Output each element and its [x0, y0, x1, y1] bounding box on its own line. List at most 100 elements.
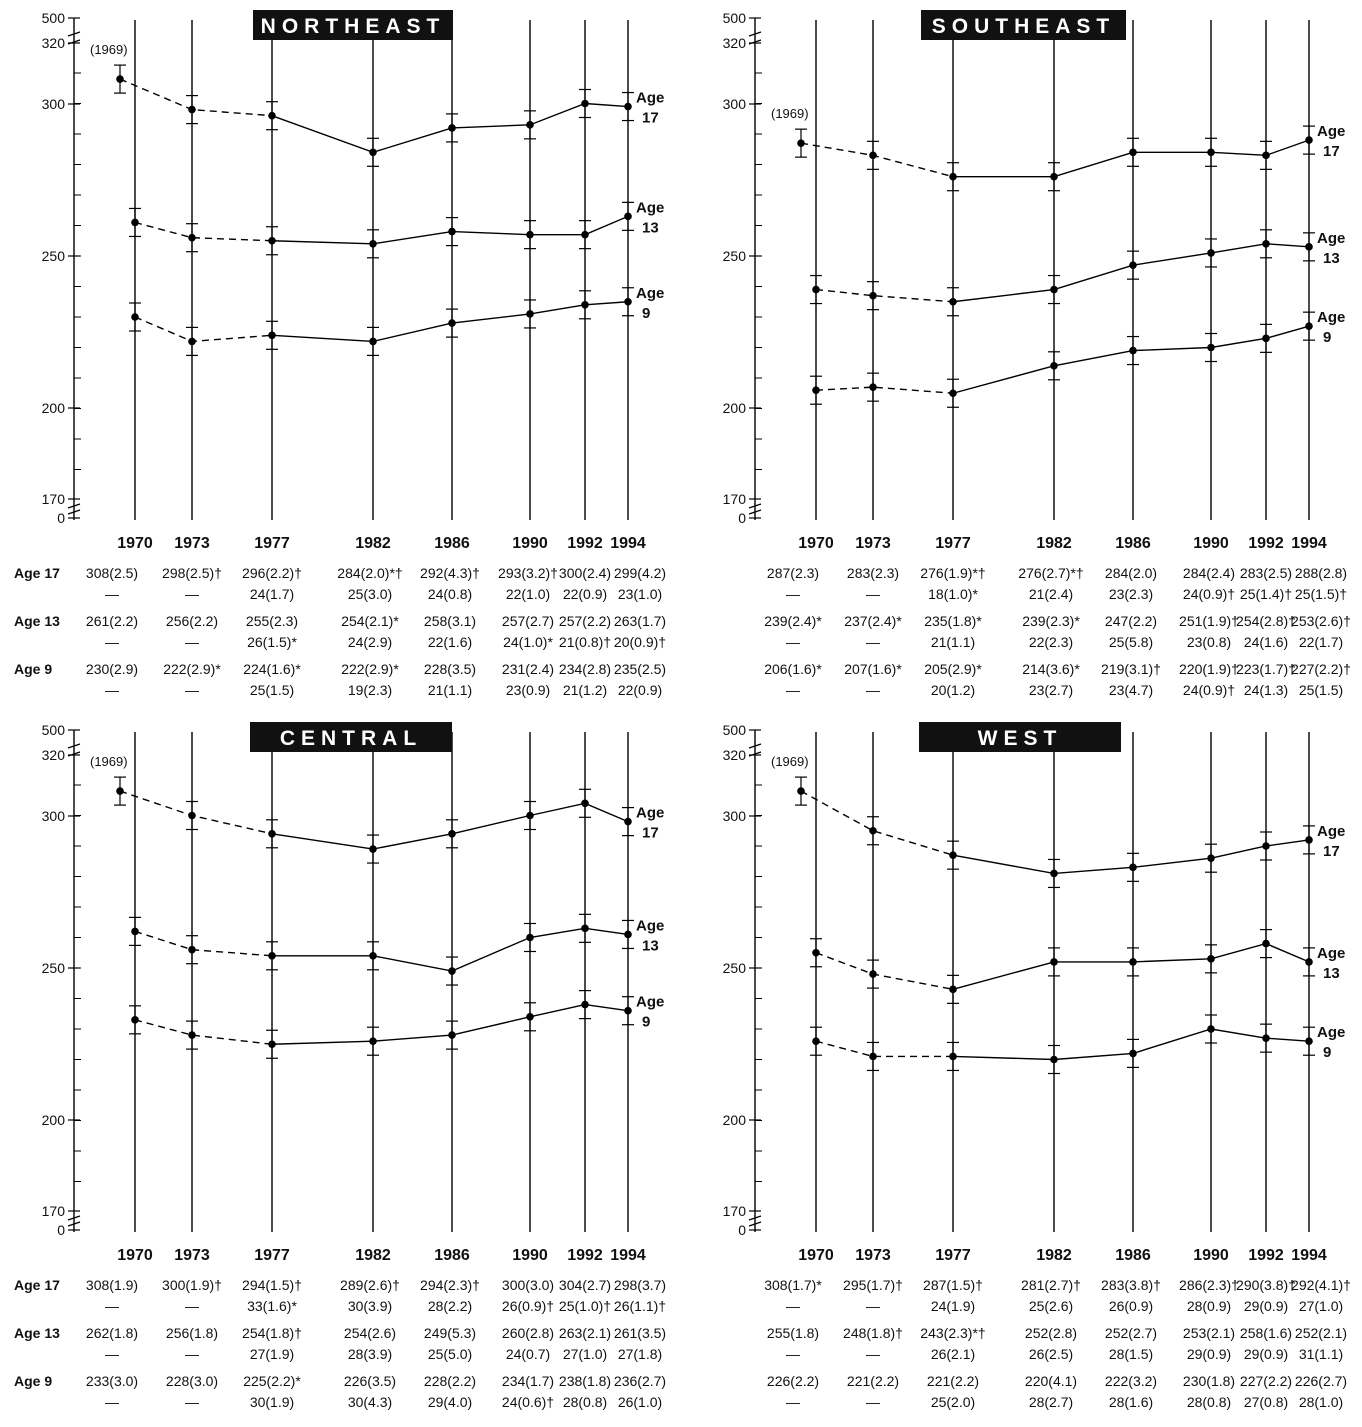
table-cell: 29(0.9)	[1244, 1298, 1288, 1314]
table-cell: 22(1.7)	[1299, 634, 1343, 650]
data-point	[1050, 285, 1058, 294]
x-tick-label: 1992	[1248, 1247, 1284, 1264]
table-cell: 290(3.8)†	[1236, 1277, 1296, 1293]
y-tick-label: 0	[57, 510, 65, 526]
table-cell: 24(1.3)	[1244, 682, 1288, 698]
table-cell: 252(2.1)	[1295, 1325, 1347, 1341]
table-cell: 252(2.8)	[1025, 1325, 1077, 1341]
table-cell: 214(3.6)*	[1022, 661, 1080, 677]
y-tick-label: 300	[42, 96, 66, 112]
table-cell: 25(2.6)	[1029, 1298, 1073, 1314]
table-cell: 222(2.9)*	[341, 661, 399, 677]
data-table: Age 17 308(1.9) 300(1.9)† 294(1.5)† 289(2.6)…	[14, 1277, 666, 1410]
x-tick-label: 1992	[567, 1247, 603, 1264]
table-cell: 220(4.1)	[1025, 1373, 1077, 1389]
data-point	[812, 386, 820, 395]
data-point	[448, 227, 456, 236]
data-point	[1050, 869, 1058, 878]
data-point	[526, 933, 534, 942]
table-cell: 283(2.5)	[1240, 565, 1292, 581]
title-box	[250, 722, 452, 752]
table-cell: 28(0.8)	[563, 1394, 607, 1410]
table-cell: 300(2.4)	[559, 565, 611, 581]
table-cell: 254(2.8)†	[1236, 613, 1296, 629]
table-cell: 230(1.8)	[1183, 1373, 1235, 1389]
note-1969: (1969)	[90, 754, 128, 769]
data-point	[268, 111, 276, 120]
chart-northeast: 500 320 300 250 200 170 0 NORTHEAST Age 17 Age 13 Ag…	[14, 10, 666, 698]
y-tick-label: 300	[42, 808, 66, 824]
table-cell: 207(1.6)*	[844, 661, 902, 677]
data-point	[869, 1052, 877, 1061]
axis-break	[748, 503, 762, 515]
x-tick-label: 1982	[1036, 535, 1072, 552]
table-cell: 286(2.3)†	[1179, 1277, 1239, 1293]
table-cell: 230(2.9)	[86, 661, 138, 677]
data-point	[1305, 322, 1313, 330]
data-point	[268, 331, 276, 340]
table-row-label: Age 9	[14, 661, 52, 677]
panel-title: SOUTHEAST	[932, 15, 1116, 38]
table-cell: 252(2.7)	[1105, 1325, 1157, 1341]
data-point	[624, 297, 632, 306]
table-cell: —	[185, 586, 199, 602]
series-line-dashed	[134, 221, 273, 242]
data-point	[797, 139, 805, 147]
data-point	[448, 830, 456, 838]
table-cell: 25(2.0)	[931, 1394, 975, 1410]
table-cell: 19(2.3)	[348, 682, 392, 698]
table-cell: 24(1.7)	[250, 586, 294, 602]
table-cell: 31(1.1)	[1299, 1346, 1343, 1362]
table-cell: 234(1.7)	[502, 1373, 554, 1389]
x-tick-label: 1973	[855, 535, 891, 552]
data-point	[1129, 261, 1137, 269]
data-point	[369, 952, 377, 960]
data-point	[448, 967, 456, 975]
table-cell: 27(1.0)	[1299, 1298, 1343, 1314]
table-cell: 235(1.8)*	[924, 613, 982, 629]
table-cell: 25(1.5)†	[1295, 586, 1347, 602]
table-cell: —	[866, 1346, 880, 1362]
table-cell: 28(1.5)	[1109, 1346, 1153, 1362]
data-point	[581, 99, 589, 108]
table-cell: 284(2.0)	[1105, 565, 1157, 581]
table-cell: 247(2.2)	[1105, 613, 1157, 629]
table-cell: 251(1.9)†	[1179, 613, 1239, 629]
series-line-dashed	[119, 790, 273, 835]
series-label: Age	[1317, 230, 1345, 247]
series-label: Age	[636, 805, 664, 822]
data-point	[581, 301, 589, 309]
data-point	[581, 924, 589, 933]
y-tick-label: 500	[723, 722, 747, 738]
data-point	[188, 105, 196, 114]
table-cell: —	[786, 1298, 800, 1314]
table-cell: —	[185, 1346, 199, 1362]
data-point	[1207, 343, 1215, 352]
y-tick-label: 320	[723, 747, 747, 763]
data-point	[1305, 1037, 1313, 1045]
table-cell: —	[185, 1298, 199, 1314]
x-tick-label: 1970	[117, 1247, 153, 1264]
table-cell: 276(2.7)*†	[1018, 565, 1083, 581]
data-point	[1207, 854, 1215, 862]
series-line-solid	[953, 139, 1310, 178]
y-tick-label: 200	[723, 1112, 747, 1128]
table-cell: 23(0.8)	[1187, 634, 1231, 650]
data-point	[526, 1013, 534, 1021]
table-cell: 23(0.9)	[506, 682, 550, 698]
table-cell: 23(2.3)	[1109, 586, 1153, 602]
data-point	[369, 1037, 377, 1045]
x-tick-label: 1970	[117, 535, 153, 552]
table-cell: 300(1.9)†	[162, 1277, 222, 1293]
x-tick-label: 1994	[610, 535, 646, 552]
table-cell: 258(3.1)	[424, 613, 476, 629]
table-row-label: Age 13	[14, 1325, 60, 1341]
data-point	[268, 830, 276, 838]
series-line-solid	[271, 802, 629, 850]
table-cell: 23(2.7)	[1029, 682, 1073, 698]
data-point	[624, 1006, 632, 1015]
table-cell: 24(0.9)†	[1183, 586, 1235, 602]
data-point	[526, 310, 534, 318]
table-cell: 20(0.9)†	[614, 634, 666, 650]
table-cell: 226(2.7)	[1295, 1373, 1347, 1389]
